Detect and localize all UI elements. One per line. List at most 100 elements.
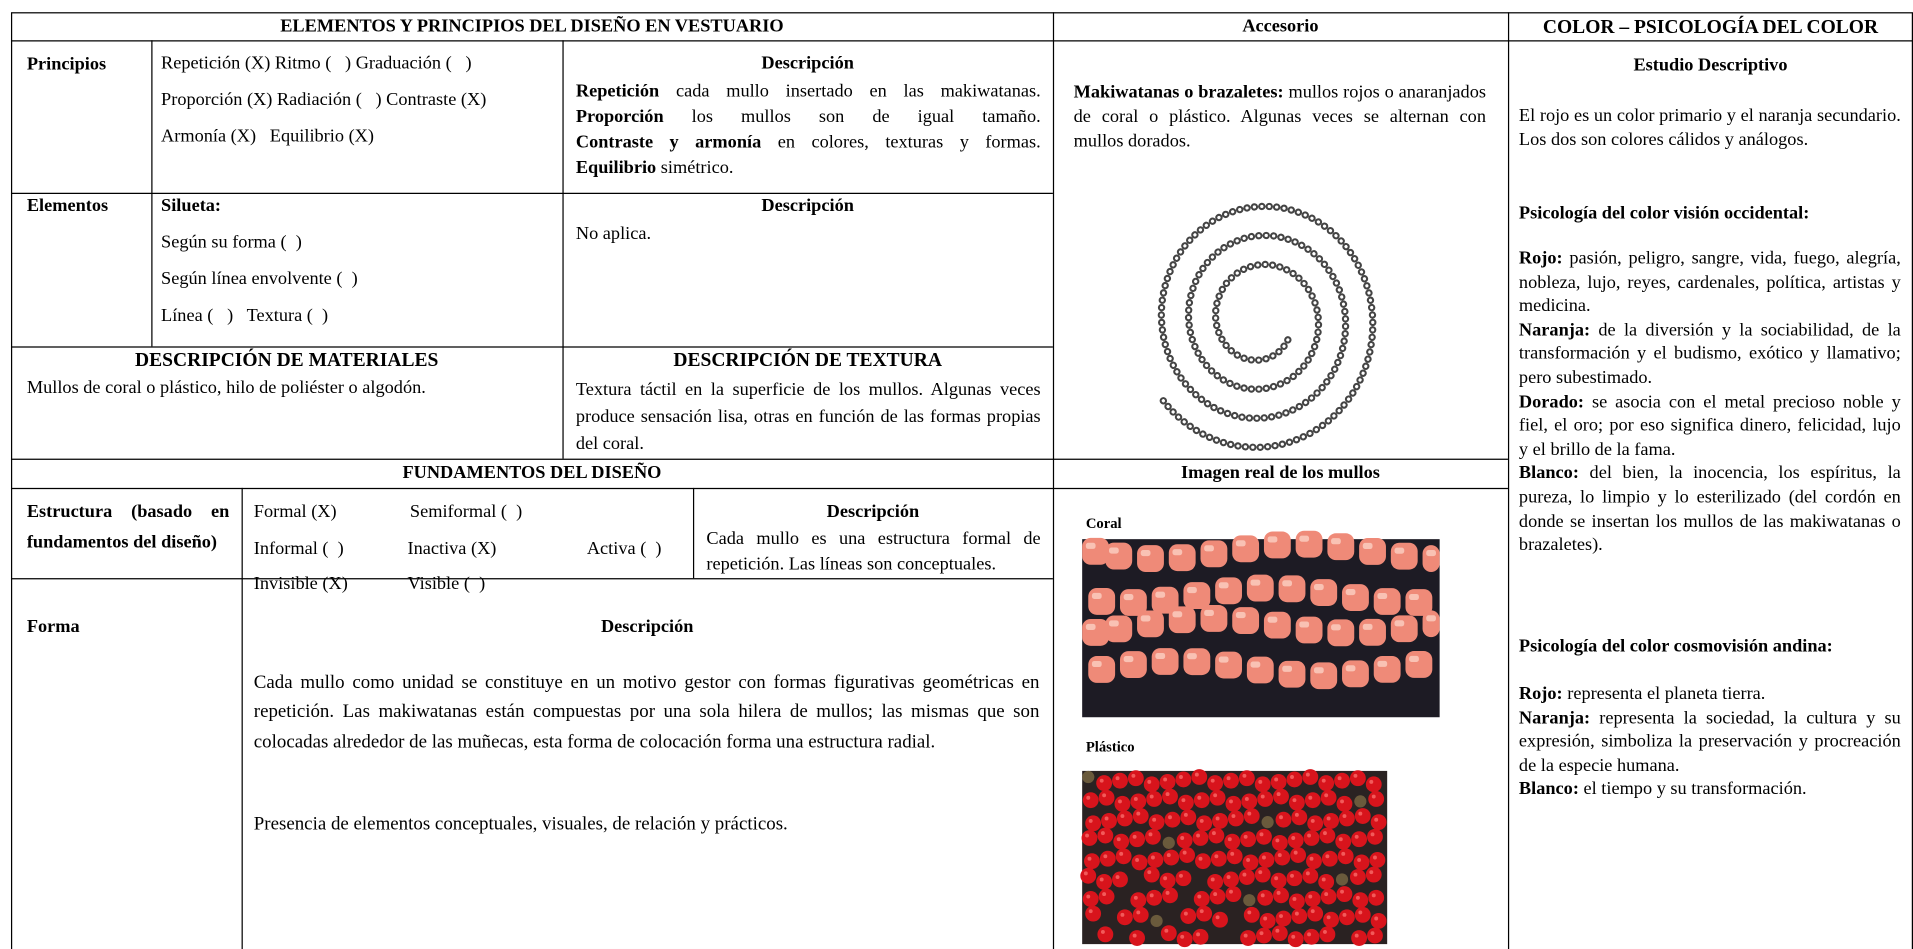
outer-border — [10, 12, 1913, 949]
bead — [1243, 906, 1260, 923]
bead — [1082, 537, 1110, 565]
bead — [1275, 811, 1292, 828]
bead — [1238, 869, 1255, 885]
bead — [1226, 848, 1243, 865]
bead-shine — [1282, 665, 1293, 672]
bead-shine — [1426, 615, 1436, 622]
bead — [1130, 793, 1147, 810]
bead-shine — [1324, 793, 1329, 798]
bead-shine — [1100, 929, 1105, 934]
bead — [1132, 906, 1149, 923]
option: Proporción (X) Radiación ( ) Contraste (… — [161, 90, 487, 110]
bead — [1318, 775, 1335, 792]
bead — [1354, 906, 1371, 923]
bead — [1307, 815, 1324, 832]
subheading: Silueta: — [161, 196, 222, 216]
bead-shine — [1196, 833, 1201, 838]
bead-shine — [1409, 655, 1419, 663]
bead — [1115, 848, 1132, 865]
bead-shine — [1150, 855, 1155, 860]
bead-shine — [1118, 799, 1122, 804]
bead-shine — [1133, 797, 1138, 801]
bead — [1179, 847, 1196, 864]
bead — [1258, 852, 1275, 868]
row-label: Estructura (basado en fundamentos del di… — [26, 502, 230, 552]
term: Naranja: — [1518, 708, 1591, 728]
bead — [1302, 867, 1319, 884]
bead — [1270, 773, 1287, 790]
bead-shine — [1294, 812, 1299, 817]
bead — [1370, 913, 1387, 929]
bead — [1162, 836, 1175, 849]
bead — [1168, 606, 1196, 634]
bead — [1223, 871, 1239, 888]
section-title: DESCRIPCIÓN DE MATERIALES — [135, 350, 439, 371]
color-item: Naranja: de la diversión y la sociabilid… — [1519, 319, 1901, 391]
subheading: Psicología del color cosmovisión andina: — [1518, 636, 1833, 657]
bead — [1338, 909, 1355, 926]
bead-shine — [1213, 892, 1218, 897]
bead-shine — [1120, 912, 1125, 917]
bead-shine — [1231, 814, 1236, 818]
bead — [1422, 610, 1440, 638]
option: Armonía (X) Equilibrio (X) — [161, 126, 374, 147]
bead — [1286, 870, 1303, 887]
bead-shine — [1294, 911, 1299, 916]
bead — [1105, 542, 1133, 570]
bead — [1147, 852, 1164, 868]
section-title: FUNDAMENTOS DEL DISEÑO — [402, 463, 662, 484]
bead — [1336, 795, 1353, 812]
bead — [1132, 808, 1149, 824]
bead-shine — [1274, 777, 1279, 782]
bead — [1191, 769, 1208, 785]
bead — [1359, 618, 1386, 646]
bead — [1129, 831, 1145, 848]
option: Invisible (X) — [253, 574, 348, 595]
bead-shine — [1258, 779, 1263, 784]
bead-shine — [1215, 915, 1220, 920]
bead-shine — [1087, 856, 1092, 861]
bead-shine — [1086, 795, 1091, 800]
bead — [1143, 776, 1160, 793]
bead-shine — [1267, 616, 1278, 623]
bead — [1085, 905, 1102, 922]
description-line: Equilibrio simétrico. — [576, 156, 1041, 182]
bead-shine — [1204, 545, 1214, 552]
bead-shine — [1086, 894, 1091, 899]
bead-shine — [1179, 873, 1183, 878]
bead-shine — [1135, 858, 1140, 862]
bead-shine — [1310, 818, 1315, 823]
text: los mullos son de igual tamaño. — [663, 107, 1041, 127]
bead-shine — [1083, 871, 1088, 876]
bead-shine — [1282, 580, 1293, 587]
photo-bg — [1082, 539, 1440, 718]
bead — [1243, 808, 1260, 824]
description-line: Repetición cada mullo insertado en las m… — [576, 79, 1041, 105]
bead-shine — [1131, 773, 1136, 778]
bead-shine — [1197, 894, 1202, 899]
bead — [1208, 827, 1225, 844]
bead — [1246, 574, 1274, 602]
bead — [1365, 866, 1382, 883]
bead — [1083, 853, 1100, 870]
bead-shine — [1109, 620, 1119, 627]
necklace-drawing — [1157, 202, 1377, 451]
bead-shine — [1152, 817, 1157, 822]
bead — [1304, 792, 1321, 809]
bead-shine — [1085, 833, 1089, 838]
bead — [1274, 849, 1291, 866]
bead — [1130, 892, 1147, 909]
bead — [1349, 869, 1366, 885]
bead-shine — [1299, 535, 1310, 542]
bead-shine — [1331, 538, 1341, 545]
color-item: Dorado: se asocia con el metal precioso … — [1519, 391, 1901, 463]
bead-shine — [1259, 931, 1264, 936]
bead — [1369, 852, 1386, 868]
bead — [1373, 655, 1401, 683]
bead — [1209, 789, 1226, 806]
bead — [1278, 575, 1306, 603]
bead-shine — [1277, 853, 1282, 858]
description-line: Proporción los mullos son de igual tamañ… — [576, 105, 1041, 131]
option: Formal (X) — [253, 502, 337, 523]
bead-shine — [1321, 778, 1326, 783]
